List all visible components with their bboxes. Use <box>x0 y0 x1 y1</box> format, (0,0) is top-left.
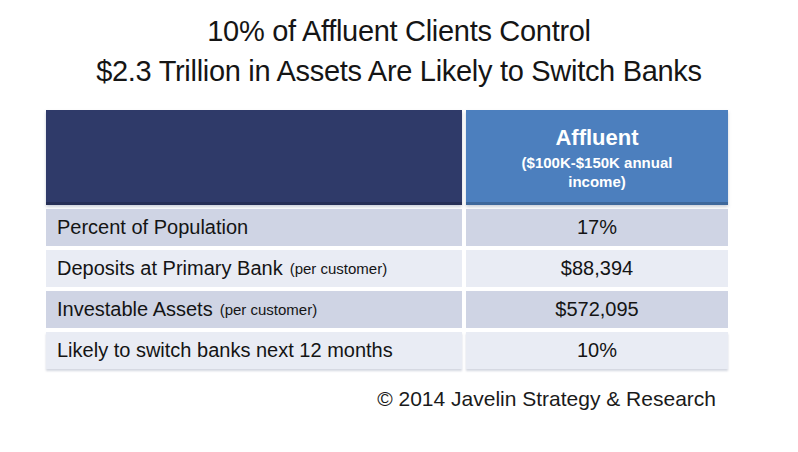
slide-title-line2: $2.3 Trillion in Assets Are Likely to Sw… <box>0 51 798 91</box>
row-label-note: (per customer) <box>220 301 318 318</box>
row-label-text: Investable Assets <box>57 298 213 321</box>
row-label-percent-of-population: Percent of Population <box>46 209 462 246</box>
column-header-subtitle: ($100K-$150K annual income) <box>494 153 700 191</box>
row-label-deposits-primary-bank: Deposits at Primary Bank (per customer) <box>46 250 462 287</box>
slide-canvas: { "chart_data": { "type": "table", "titl… <box>0 0 798 452</box>
affluent-data-table: Affluent ($100K-$150K annual income) Per… <box>46 110 728 369</box>
row-label-text: Likely to switch banks next 12 months <box>57 339 393 362</box>
row-value-likely-to-switch: 10% <box>466 332 728 369</box>
table-header-empty-cell <box>46 110 462 205</box>
slide-title: 10% of Affluent Clients Control $2.3 Tri… <box>0 11 798 91</box>
copyright-credit: © 2014 Javelin Strategy & Research <box>0 387 728 411</box>
slide-title-line1: 10% of Affluent Clients Control <box>0 11 798 51</box>
table-header-affluent-cell: Affluent ($100K-$150K annual income) <box>466 110 728 205</box>
row-label-text: Percent of Population <box>57 216 248 239</box>
row-label-text: Deposits at Primary Bank <box>57 257 283 280</box>
column-header-title: Affluent <box>555 124 638 151</box>
row-label-likely-to-switch: Likely to switch banks next 12 months <box>46 332 462 369</box>
row-value-percent-of-population: 17% <box>466 209 728 246</box>
row-label-note: (per customer) <box>290 260 388 277</box>
row-value-deposits-primary-bank: $88,394 <box>466 250 728 287</box>
row-label-investable-assets: Investable Assets (per customer) <box>46 291 462 328</box>
row-value-investable-assets: $572,095 <box>466 291 728 328</box>
